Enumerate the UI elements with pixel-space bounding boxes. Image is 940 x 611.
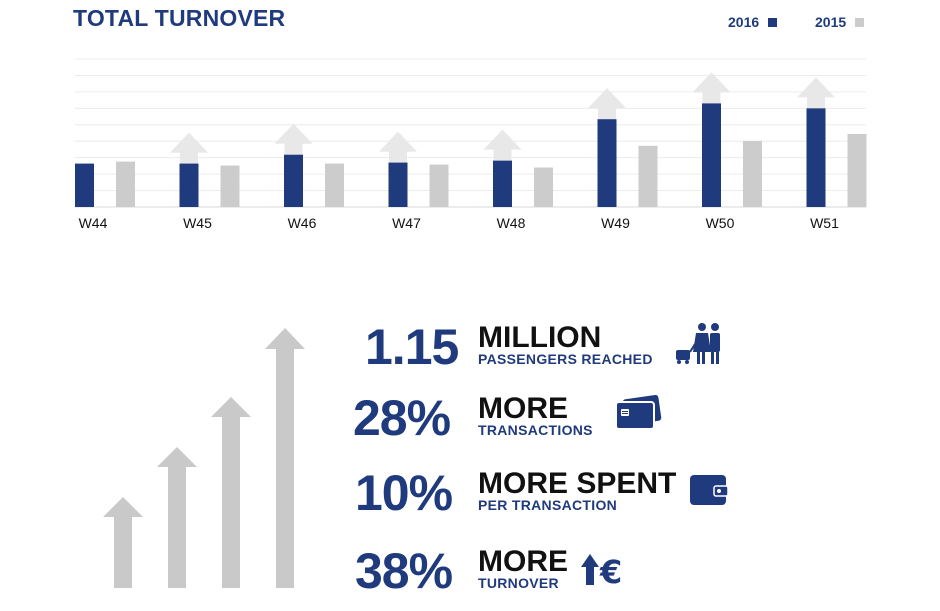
increase-arrow xyxy=(379,131,417,163)
legend-item-2016: 2016 xyxy=(728,12,778,32)
stat-sub-turnover: TURNOVER xyxy=(478,575,559,591)
increase-arrow xyxy=(483,129,522,161)
bar-2015-w45 xyxy=(220,165,240,207)
bar-2015-w51 xyxy=(847,133,867,207)
growth-arrow-2 xyxy=(157,447,197,588)
growth-arrow-4 xyxy=(265,328,305,588)
stat-sub-spent: PER TRANSACTION xyxy=(478,497,618,513)
wallet-icon xyxy=(690,475,729,505)
bar-2016-w45 xyxy=(179,163,199,207)
bar-2015-w49 xyxy=(638,145,658,207)
bar-2015-w48 xyxy=(534,167,553,207)
bar-2016-w49 xyxy=(597,119,617,207)
stat-sub-passengers: PASSENGERS REACHED xyxy=(478,351,653,367)
x-tick-label: W44 xyxy=(79,215,108,231)
bar-2015-w46 xyxy=(325,163,344,207)
bar-2016-w47 xyxy=(388,162,408,207)
stat-headline-spent: MORE SPENT xyxy=(478,467,677,500)
growth-arrow-3 xyxy=(211,397,251,588)
stat-headline-transactions: MORE xyxy=(478,392,568,425)
x-tick-label: W50 xyxy=(706,215,735,231)
bar-2016-w48 xyxy=(493,160,512,207)
increase-arrow xyxy=(274,123,313,155)
bar-2016-w51 xyxy=(806,108,826,207)
bar-2015-w44 xyxy=(116,161,135,207)
euro-up-icon: € xyxy=(581,553,622,587)
legend-swatch-2016 xyxy=(768,17,778,27)
bar-2016-w44 xyxy=(75,163,94,207)
x-tick-label: W49 xyxy=(601,215,630,231)
stat-number-passengers: 1.15 xyxy=(365,319,459,375)
chart-title: TOTAL TURNOVER xyxy=(73,5,286,31)
passengers-icon xyxy=(676,323,720,364)
increase-arrow xyxy=(797,77,835,109)
x-tick-label: W46 xyxy=(288,215,317,231)
stat-number-turnover: 38% xyxy=(355,543,453,599)
stat-number-spent: 10% xyxy=(355,465,453,521)
stat-sub-transactions: TRANSACTIONS xyxy=(478,422,593,438)
legend-swatch-2015 xyxy=(855,17,865,27)
turnover-bar-chart: W44 W45 W46 W47 W48 W49 W50 W51 xyxy=(75,58,867,231)
bar-2016-w50 xyxy=(702,103,721,207)
stat-headline-turnover: MORE xyxy=(478,545,568,578)
x-tick-label: W48 xyxy=(497,215,526,231)
x-tick-label: W47 xyxy=(392,215,421,231)
increase-arrow xyxy=(692,72,731,104)
stat-headline-passengers: MILLION xyxy=(478,321,602,354)
stat-number-transactions: 28% xyxy=(353,390,451,446)
increase-arrow xyxy=(170,132,208,164)
x-tick-label: W51 xyxy=(810,215,839,231)
growth-arrow-1 xyxy=(103,497,143,588)
svg-text:€: € xyxy=(599,553,622,587)
legend-label-2015: 2015 xyxy=(815,14,847,30)
x-tick-label: W45 xyxy=(183,215,212,231)
increase-arrow xyxy=(588,88,626,120)
credit-card-icon xyxy=(615,395,662,430)
legend-label-2016: 2016 xyxy=(728,14,760,30)
bar-2016-w46 xyxy=(284,154,303,207)
bar-2015-w47 xyxy=(429,164,449,207)
legend-item-2015: 2015 xyxy=(815,12,865,32)
bar-2015-w50 xyxy=(743,140,762,207)
